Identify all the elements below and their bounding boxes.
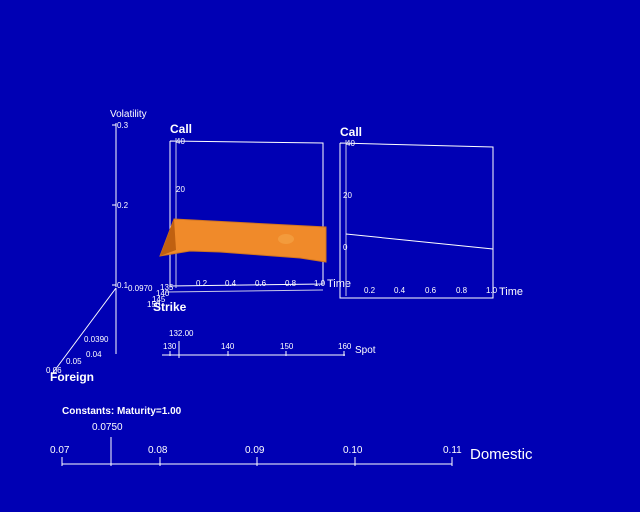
right-time-tick: 0.2 bbox=[364, 286, 376, 295]
foreign-tick-label: 0.04 bbox=[86, 350, 102, 359]
right-panel-frame bbox=[339, 142, 494, 299]
spot-tick-label: 150 bbox=[280, 342, 294, 351]
right-panel-call-tick: 20 bbox=[343, 191, 352, 200]
left-time-tick: 0.6 bbox=[255, 279, 267, 288]
strike-tick: 140 bbox=[156, 289, 170, 298]
right-time-tick: 0.8 bbox=[456, 286, 468, 295]
right-panel-call-tick: 40 bbox=[346, 139, 355, 148]
domestic-tick-label: 0.08 bbox=[148, 445, 168, 456]
spot-tick-label: 160 bbox=[338, 342, 352, 351]
right-curve-panel[interactable]: Call 40 20 0 0.2 0.4 0.6 0.8 1.0 Time bbox=[339, 125, 523, 299]
domestic-current-value: 0.0750 bbox=[92, 422, 123, 433]
strike-tick: 150 bbox=[147, 300, 161, 309]
left-surface-panel[interactable]: Call 40 20 0.2 0.4 0.6 0.8 1.0 Time 0.09… bbox=[128, 122, 351, 314]
left-time-tick: 1.0 bbox=[314, 279, 326, 288]
left-panel-frame bbox=[169, 140, 324, 287]
spot-tick-label: 130 bbox=[163, 342, 177, 351]
foreign-axis-label: Foreign bbox=[50, 370, 94, 384]
spot-current-value: 132.00 bbox=[169, 329, 194, 338]
volatility-tick-label: 0.2 bbox=[117, 201, 129, 210]
left-time-tick: 0.4 bbox=[225, 279, 237, 288]
spot-tick-label: 140 bbox=[221, 342, 235, 351]
volatility-axis-label: Volatility bbox=[110, 109, 147, 120]
left-panel-call-label: Call bbox=[170, 122, 192, 136]
strike-axis-label: Strike bbox=[153, 300, 187, 314]
call-surface bbox=[159, 218, 327, 263]
domestic-axis-label: Domestic bbox=[470, 446, 533, 463]
foreign-tick-label: 0.05 bbox=[66, 357, 82, 366]
call-surface-edge bbox=[160, 219, 176, 256]
right-time-tick: 1.0 bbox=[486, 286, 498, 295]
foreign-current-value: 0.0390 bbox=[84, 335, 109, 344]
right-time-tick: 0.4 bbox=[394, 286, 406, 295]
volatility-tick-label: 0.1 bbox=[117, 281, 129, 290]
domestic-tick-label: 0.07 bbox=[50, 445, 70, 456]
spot-axis[interactable]: 132.00 130 140 150 160 Spot bbox=[162, 329, 376, 358]
left-panel-call-tick: 20 bbox=[176, 185, 185, 194]
volatility-axis[interactable]: Volatility 0.3 0.2 0.1 bbox=[110, 109, 147, 290]
foreign-axis-line bbox=[51, 287, 117, 375]
foreign-axis[interactable]: 0.0390 0.04 0.05 0.06 Foreign bbox=[46, 287, 117, 384]
left-time-label: Time bbox=[327, 278, 351, 290]
strike-current-value: 0.0970 bbox=[128, 284, 153, 293]
domestic-tick-label: 0.09 bbox=[245, 445, 265, 456]
call-curve bbox=[345, 233, 494, 250]
domestic-slider[interactable]: 0.0750 0.07 0.08 0.09 0.10 0.11 Domestic bbox=[50, 422, 533, 466]
spot-axis-label: Spot bbox=[355, 345, 376, 356]
left-time-tick: 0.8 bbox=[285, 279, 297, 288]
volatility-tick-label: 0.3 bbox=[117, 121, 129, 130]
right-time-tick: 0.6 bbox=[425, 286, 437, 295]
foreign-tick-label: 0.06 bbox=[46, 366, 62, 375]
left-panel-time-axis bbox=[165, 289, 324, 293]
left-time-tick: 0.2 bbox=[196, 279, 208, 288]
right-panel-call-label: Call bbox=[340, 125, 362, 139]
right-time-label: Time bbox=[499, 286, 523, 298]
strike-tick: 135 bbox=[160, 283, 174, 292]
domestic-tick-label: 0.10 bbox=[343, 445, 363, 456]
surface-highlight bbox=[278, 234, 294, 244]
left-panel-call-tick: 40 bbox=[176, 137, 185, 146]
strike-tick: 145 bbox=[152, 295, 166, 304]
domestic-tick-label: 0.11 bbox=[443, 445, 462, 456]
right-panel-call-tick: 0 bbox=[343, 243, 348, 252]
constants-readout: Constants: Maturity=1.00 bbox=[62, 406, 182, 417]
